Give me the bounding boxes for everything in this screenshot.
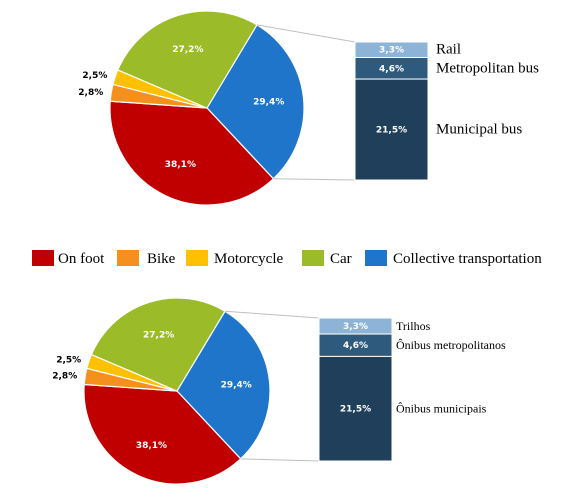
stack-label-rail: 3,3% bbox=[379, 46, 404, 56]
stack-label-metro-bus: 4,6% bbox=[379, 64, 404, 74]
pie-label-on-foot: 38,1% bbox=[165, 160, 196, 170]
legend-label-bike: Bike bbox=[147, 251, 176, 267]
pie-label-motorcycle: 2,5% bbox=[56, 355, 81, 365]
pie-slice-car bbox=[90, 297, 226, 392]
stack-name-rail: Rail bbox=[436, 42, 461, 58]
connector-line-top bbox=[224, 310, 320, 319]
stack-name-metro-bus: Ônibus metropolitanos bbox=[396, 338, 506, 352]
stack-name-metro-bus: Metropolitan bus bbox=[436, 60, 539, 76]
pie-label-bike: 2,8% bbox=[78, 88, 103, 98]
legend-label-collective: Collective transportation bbox=[393, 251, 542, 267]
stack-label-municipal-bus: 21,5% bbox=[376, 126, 407, 136]
legend-label-car: Car bbox=[330, 251, 352, 267]
pie-slice-on-foot bbox=[83, 383, 242, 485]
pie-label-car: 27,2% bbox=[172, 45, 203, 55]
stack-segment-municipal-bus bbox=[354, 78, 429, 181]
pie-label-collective: 29,4% bbox=[221, 381, 252, 391]
connector-line-top bbox=[256, 24, 356, 43]
pie-slice-car bbox=[116, 10, 258, 109]
stack-label-metro-bus: 4,6% bbox=[343, 341, 368, 351]
pie-label-car: 27,2% bbox=[143, 330, 174, 340]
legend-swatch-motorcycle bbox=[186, 250, 208, 266]
pie-label-bike: 2,8% bbox=[52, 371, 77, 381]
stack-segment-municipal-bus bbox=[318, 355, 393, 462]
pie-label-motorcycle: 2,5% bbox=[82, 71, 107, 81]
legend-label-motorcycle: Motorcycle bbox=[214, 251, 283, 267]
connector-line-bottom bbox=[240, 458, 320, 462]
stack-label-municipal-bus: 21,5% bbox=[340, 405, 371, 415]
pie-label-collective: 29,4% bbox=[253, 97, 284, 107]
stack-name-municipal-bus: Ônibus municipais bbox=[396, 402, 487, 416]
legend-swatch-collective bbox=[365, 250, 387, 266]
legend-swatch-bike bbox=[117, 250, 139, 266]
stack-name-rail: Trilhos bbox=[396, 319, 431, 333]
pie-slice-on-foot bbox=[109, 100, 275, 206]
pie-chart-portuguese: 29,4% 38,1% 2,8% 2,5% 27,2% 3,3% Trilhos 4,6% Ôn… bbox=[52, 297, 506, 485]
legend: On foot Bike Motorcycle Car Collective trans… bbox=[32, 250, 542, 267]
legend-swatch-on-foot bbox=[32, 250, 54, 266]
stack-name-municipal-bus: Municipal bus bbox=[436, 122, 522, 138]
pie-chart-english: 29,4% 38,1% 2,8% 2,5% 27,2% 3,3% Rail 4,6% Metro… bbox=[78, 10, 539, 206]
stack-label-rail: 3,3% bbox=[343, 322, 368, 332]
pie-slice-collective bbox=[176, 310, 271, 460]
legend-label-on-foot: On foot bbox=[58, 251, 105, 267]
connector-line-bottom bbox=[273, 178, 356, 181]
pie-label-on-foot: 38,1% bbox=[136, 441, 167, 451]
legend-swatch-car bbox=[302, 250, 324, 266]
pie-slice-collective bbox=[206, 24, 305, 180]
